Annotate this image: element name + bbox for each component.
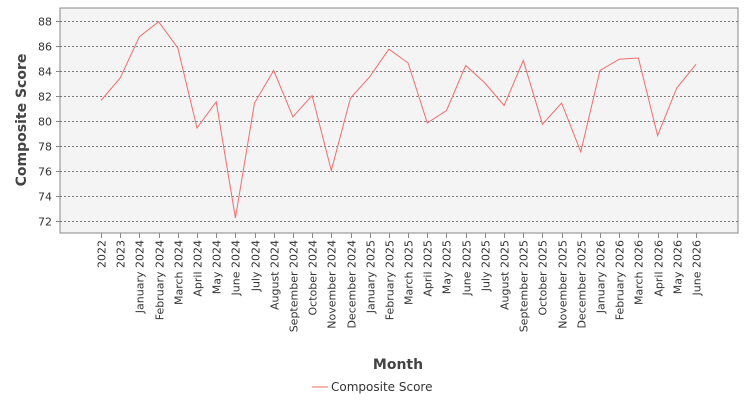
y-axis-title: Composite Score: [14, 54, 30, 187]
x-axis-title: Month: [373, 357, 423, 373]
x-tick-label: March 2024: [173, 240, 186, 305]
x-tick-label: July 2024: [250, 240, 263, 292]
y-tick-label: 88: [38, 16, 52, 29]
y-tick-label: 82: [38, 91, 52, 104]
y-tick-label: 78: [38, 141, 52, 154]
x-tick-label: September 2024: [288, 240, 301, 332]
y-tick-label: 84: [38, 66, 52, 79]
x-tick-label: 2023: [115, 240, 128, 268]
x-tick-label: May 2025: [441, 240, 454, 294]
x-tick-label: May 2026: [672, 240, 685, 294]
y-axis-ticks: 72 74 76 78 80 82 84 86 88: [38, 16, 60, 229]
x-tick-label: August 2024: [269, 240, 282, 310]
plot-area: [59, 7, 739, 234]
y-tick-label: 76: [38, 166, 52, 179]
legend-label: Composite Score: [331, 380, 432, 394]
x-tick-label: January 2024: [134, 240, 147, 314]
series-layer: [100, 20, 697, 219]
x-tick-label: June 2024: [230, 240, 243, 296]
x-tick-label: October 2025: [537, 240, 550, 316]
x-tick-label: January 2026: [595, 240, 608, 314]
x-tick-label: February 2025: [384, 240, 397, 320]
x-tick-label: April 2026: [653, 240, 666, 297]
x-tick-label: August 2025: [499, 240, 512, 310]
x-tick-label: November 2025: [557, 240, 570, 329]
x-tick-label: April 2025: [422, 240, 435, 297]
x-tick-label: November 2024: [326, 240, 339, 329]
x-tick-label: June 2025: [461, 240, 474, 296]
y-tick-label: 72: [38, 216, 52, 229]
y-tick-label: 74: [38, 191, 52, 204]
x-tick-label: March 2025: [403, 240, 416, 305]
grid-lines: [60, 21, 738, 222]
x-tick-label: 2022: [96, 240, 109, 268]
x-tick-label: May 2024: [211, 240, 224, 294]
x-tick-label: December 2025: [576, 240, 589, 329]
x-tick-label: September 2025: [518, 240, 531, 332]
x-tick-label: July 2025: [480, 240, 493, 292]
x-axis-ticks: 2022 2023 January 2024 February 2024 March 2…: [96, 233, 704, 332]
x-tick-label: February 2026: [614, 240, 627, 320]
x-tick-label: March 2026: [633, 240, 646, 305]
x-tick-label: April 2024: [192, 240, 205, 297]
y-tick-label: 86: [38, 41, 52, 54]
x-tick-label: December 2024: [346, 240, 359, 329]
x-tick-label: June 2026: [691, 240, 704, 296]
x-tick-label: February 2024: [154, 240, 167, 320]
series-line-composite-score: [100, 20, 697, 219]
legend: Composite Score: [312, 380, 432, 394]
x-tick-label: January 2025: [365, 240, 378, 314]
y-tick-label: 80: [38, 116, 52, 129]
x-tick-label: October 2024: [307, 240, 320, 316]
